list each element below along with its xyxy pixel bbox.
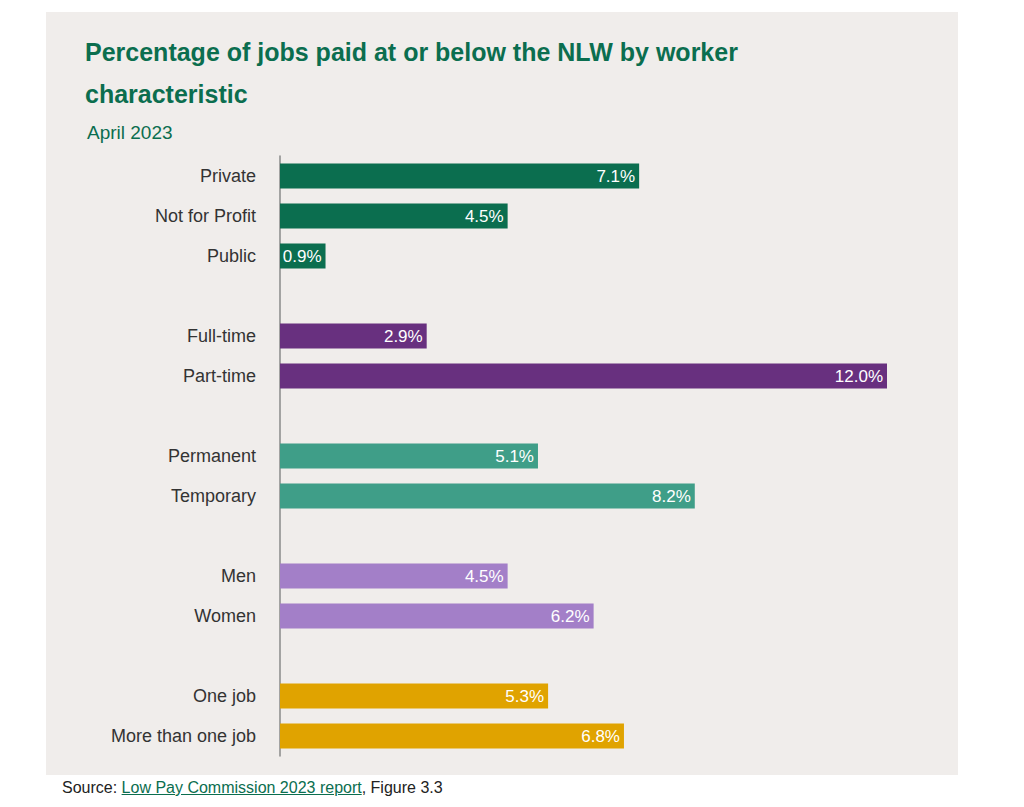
svg-text:4.5%: 4.5% (465, 567, 504, 586)
svg-text:Not for Profit: Not for Profit (155, 206, 256, 226)
svg-text:One job: One job (193, 686, 256, 706)
svg-text:April 2023: April 2023 (87, 122, 173, 143)
svg-text:2.9%: 2.9% (384, 327, 423, 346)
svg-text:Men: Men (221, 566, 256, 586)
svg-text:Percentage of jobs paid at or: Percentage of jobs paid at or below the … (85, 38, 745, 66)
svg-text:Full-time: Full-time (187, 326, 256, 346)
svg-text:Part-time: Part-time (183, 366, 256, 386)
svg-text:5.1%: 5.1% (495, 447, 534, 466)
svg-text:6.2%: 6.2% (551, 607, 590, 626)
svg-text:Temporary: Temporary (171, 486, 256, 506)
svg-text:Permanent: Permanent (168, 446, 256, 466)
svg-text:8.2%: 8.2% (652, 487, 691, 506)
svg-text:Private: Private (200, 166, 256, 186)
svg-text:4.5%: 4.5% (465, 207, 504, 226)
svg-text:12.0%: 12.0% (835, 367, 883, 386)
svg-text:6.8%: 6.8% (581, 727, 620, 746)
svg-text:More than one job: More than one job (111, 726, 256, 746)
svg-text:Public: Public (207, 246, 256, 266)
svg-text:characteristic: characteristic (85, 80, 248, 108)
svg-text:Women: Women (194, 606, 256, 626)
svg-text:7.1%: 7.1% (596, 167, 635, 186)
html-text:Source: Low Pay Commission 202: Source: Low Pay Commission 2023 report, … (62, 779, 443, 796)
svg-text:0.9%: 0.9% (283, 247, 322, 266)
svg-text:5.3%: 5.3% (505, 687, 544, 706)
